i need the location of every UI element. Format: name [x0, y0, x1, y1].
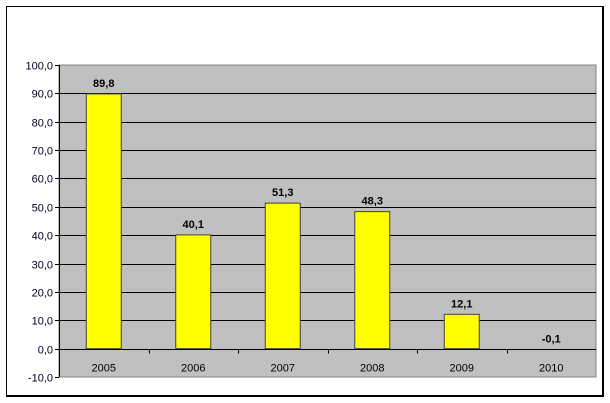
x-tick-label: 2005: [92, 363, 116, 375]
y-tick-label: 20,0: [32, 288, 53, 300]
data-label-2005: 89,8: [93, 78, 114, 90]
y-tick-label: 90,0: [32, 89, 53, 101]
x-tick-label: 2009: [450, 363, 474, 375]
y-tick-label: 70,0: [32, 146, 53, 158]
data-label-2010: -0,1: [542, 334, 561, 346]
data-label-2009: 12,1: [451, 298, 472, 310]
bar-2005: [85, 93, 122, 350]
bar-2006: [175, 234, 212, 350]
data-label-2006: 40,1: [183, 219, 204, 231]
x-tick-label: 2008: [360, 363, 384, 375]
y-tick-label: 60,0: [32, 174, 53, 186]
x-tick-label: 2007: [271, 363, 295, 375]
plot-area: [58, 64, 597, 378]
y-tick-label: 0,0: [38, 345, 53, 357]
bar-2009: [443, 313, 480, 350]
bar-2008: [354, 211, 391, 350]
y-tick-label: 80,0: [32, 118, 53, 130]
bar-2007: [264, 202, 301, 350]
y-tick-label: 10,0: [32, 316, 53, 328]
data-label-2008: 48,3: [362, 196, 383, 208]
y-tick-label: 50,0: [32, 203, 53, 215]
y-tick-label: 100,0: [25, 61, 53, 73]
data-label-2007: 51,3: [272, 187, 293, 199]
x-tick-label: 2006: [181, 363, 205, 375]
y-tick-label: -10,0: [28, 373, 53, 385]
x-tick-label: 2010: [539, 363, 563, 375]
y-tick-label: 30,0: [32, 260, 53, 272]
y-tick-label: 40,0: [32, 231, 53, 243]
